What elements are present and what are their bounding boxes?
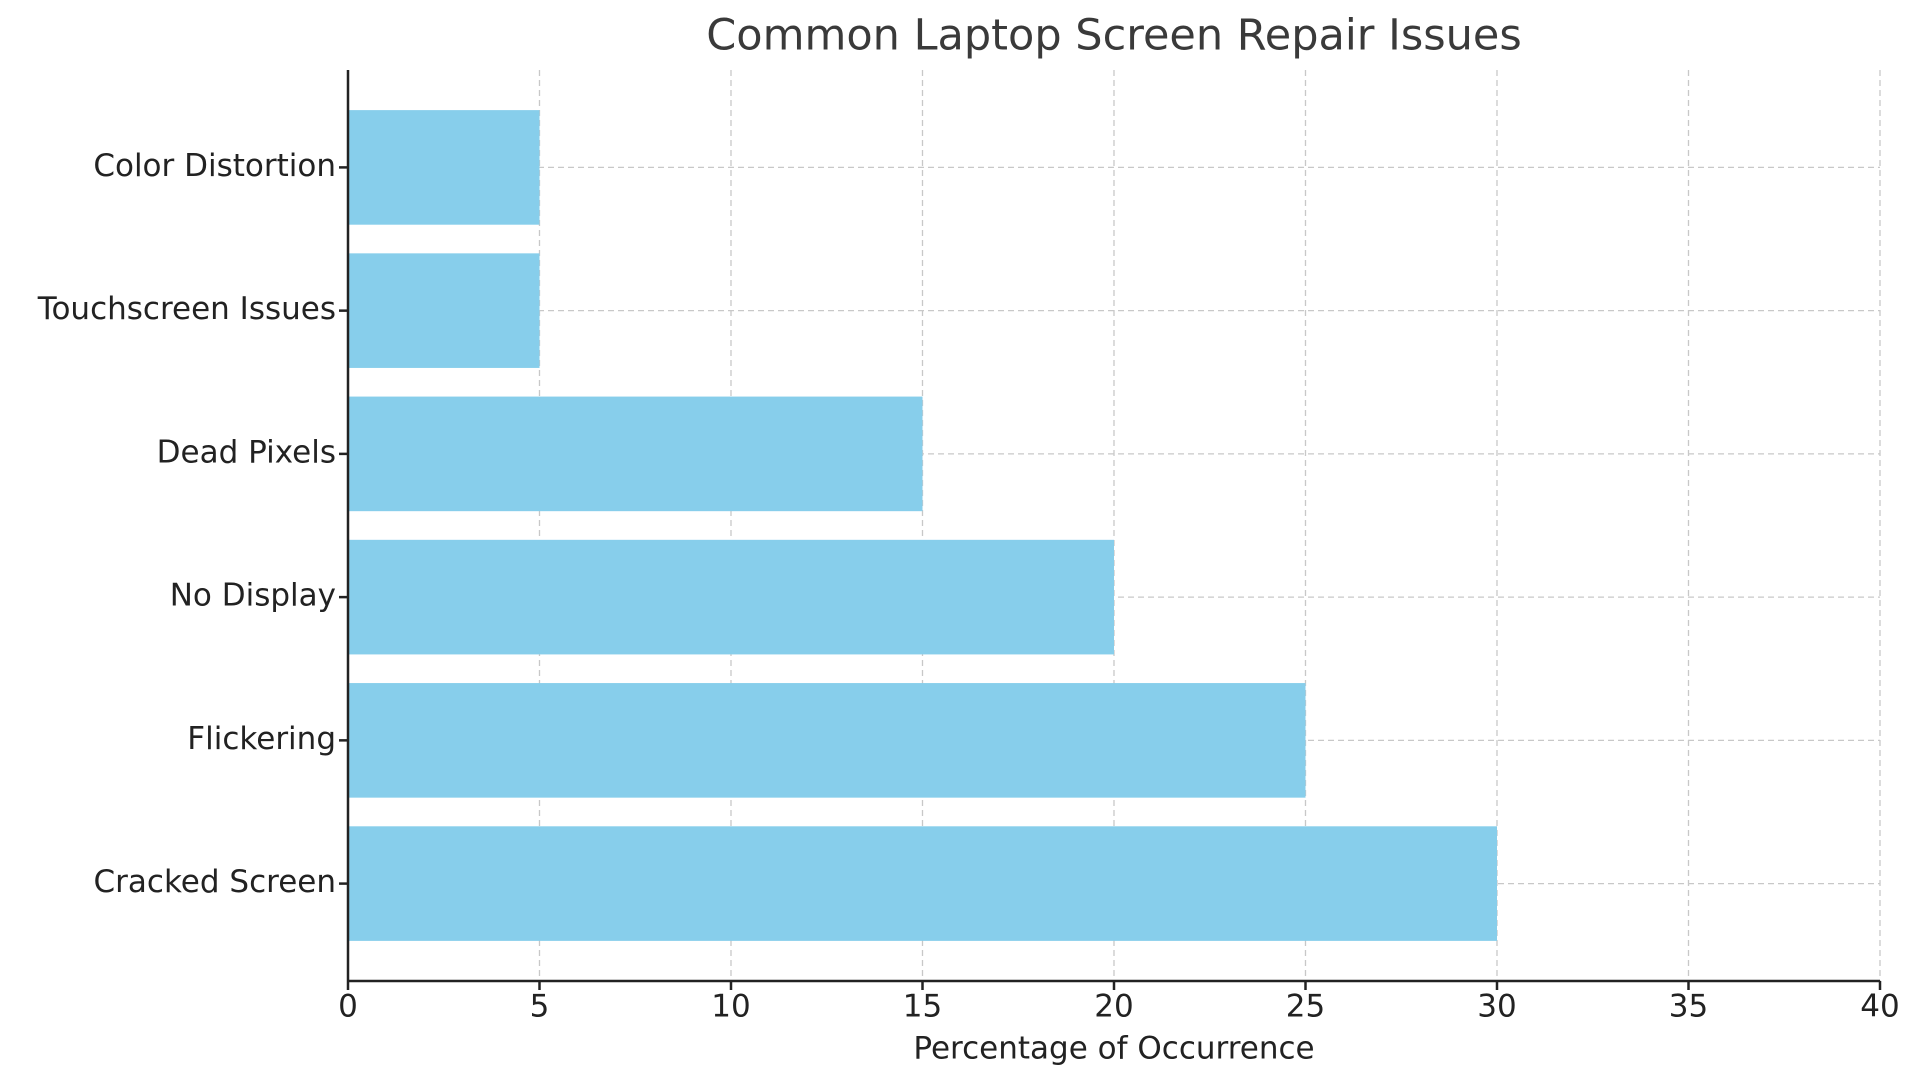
bar xyxy=(348,396,923,512)
bar xyxy=(348,826,1497,941)
y-tick-label: Touchscreen Issues xyxy=(37,291,336,327)
y-tick-label: Color Distortion xyxy=(93,148,336,184)
y-tick-label: No Display xyxy=(170,578,336,614)
y-tick-label: Flickering xyxy=(187,721,336,757)
x-tick-label: 30 xyxy=(1477,989,1516,1025)
bar xyxy=(348,539,1114,655)
bar xyxy=(348,253,540,368)
x-tick-label: 10 xyxy=(711,989,750,1025)
x-tick-label: 35 xyxy=(1669,989,1708,1025)
x-tick-label: 20 xyxy=(1094,989,1133,1025)
chart-title: Common Laptop Screen Repair Issues xyxy=(706,11,1522,61)
x-tick-label: 40 xyxy=(1860,989,1899,1025)
bar xyxy=(348,110,540,225)
x-axis-label: Percentage of Occurrence xyxy=(913,1031,1314,1067)
bar xyxy=(348,683,1306,798)
x-tick-label: 25 xyxy=(1286,989,1325,1025)
x-tick-label: 0 xyxy=(338,989,358,1025)
x-tick-label: 5 xyxy=(530,989,550,1025)
x-tick-label: 15 xyxy=(903,989,942,1025)
y-tick-label: Cracked Screen xyxy=(94,864,336,900)
y-tick-label: Dead Pixels xyxy=(157,434,336,470)
